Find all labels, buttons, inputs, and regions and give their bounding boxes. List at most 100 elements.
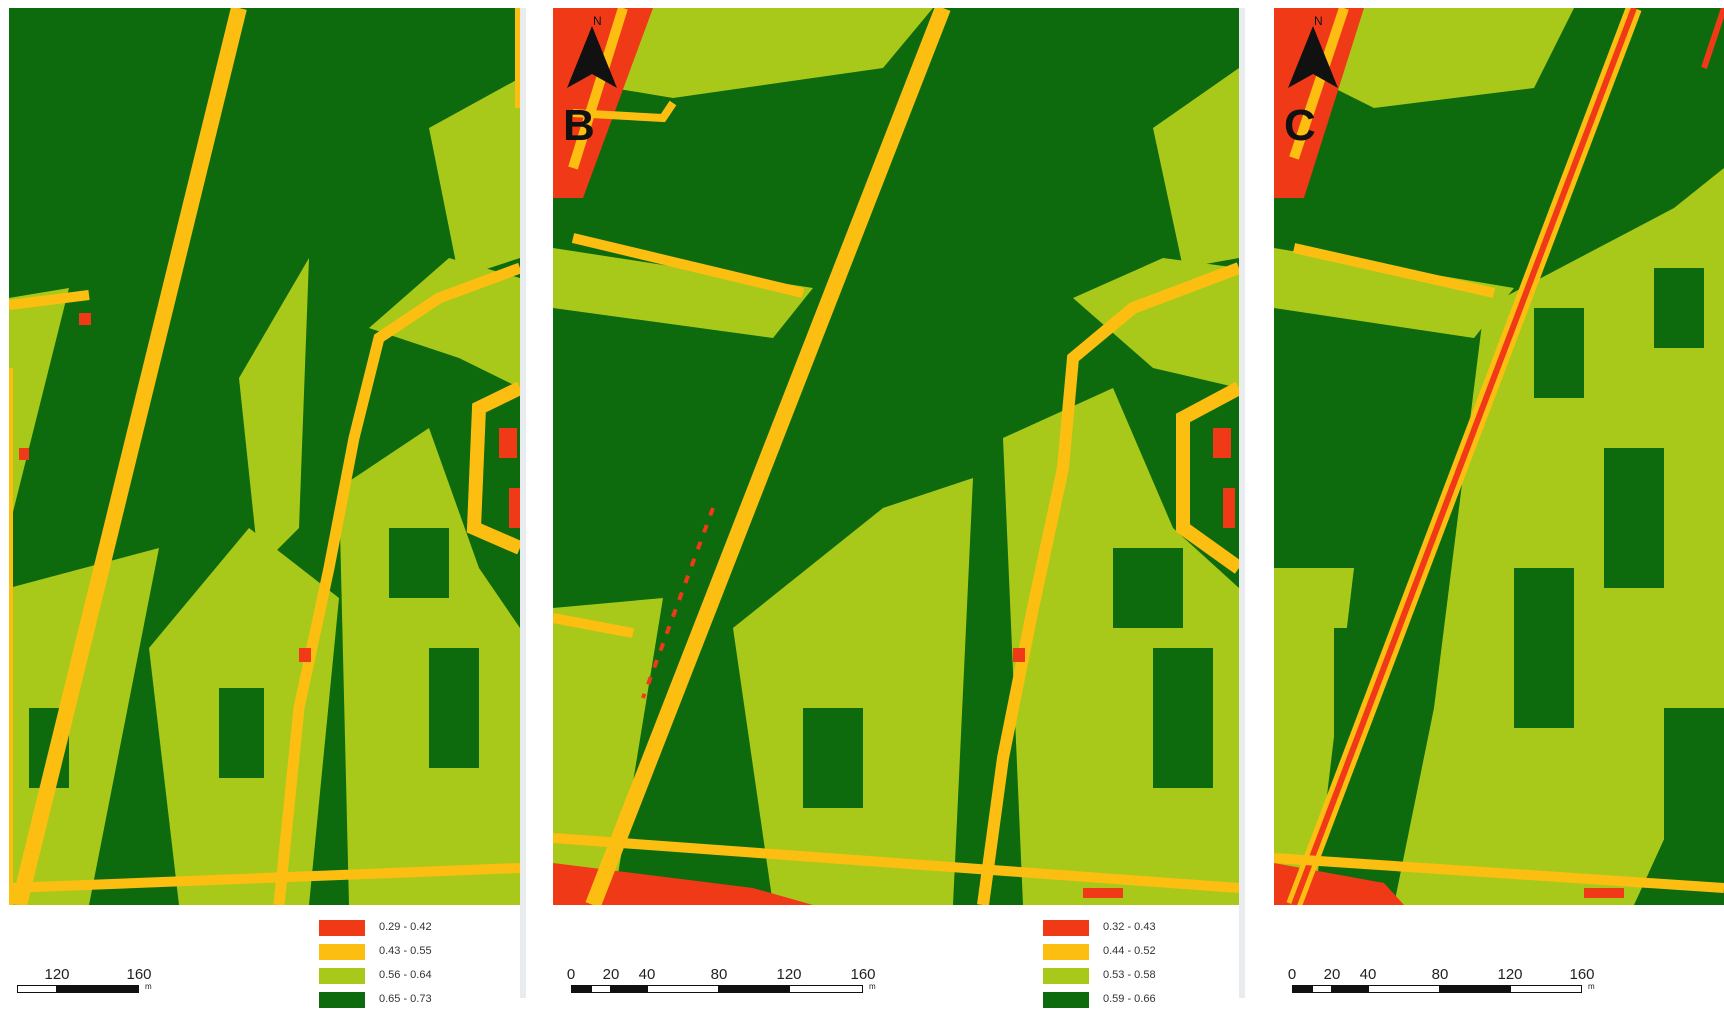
- scale-tick: 0: [1287, 966, 1297, 983]
- scale-segment: [57, 985, 139, 993]
- north-arrow: N: [567, 14, 617, 94]
- dark-green-patch: [1664, 708, 1724, 888]
- red-spot: [1584, 888, 1624, 898]
- dark-green-patch: [429, 648, 479, 768]
- road: [1289, 8, 1349, 160]
- red-spot: [1013, 648, 1025, 662]
- legend-label: 0.59 - 0.66: [1103, 993, 1156, 1005]
- map-panel-b: N B 0 20 40 80 120 160 m 0.32 - 0.43: [553, 8, 1239, 1008]
- light-green-zone: [9, 288, 69, 528]
- light-green-zone: [1153, 68, 1239, 268]
- light-green-zone: [613, 8, 933, 98]
- legend-item: 0.53 - 0.58: [1043, 966, 1203, 988]
- road: [1701, 8, 1724, 69]
- red-spot: [1213, 428, 1231, 458]
- legend-item: 0.32 - 0.43: [1043, 918, 1203, 940]
- light-green-zone: [1274, 248, 1514, 338]
- scale-tick: 20: [1323, 966, 1341, 983]
- scale-unit: m: [1588, 982, 1595, 991]
- north-arrow-icon: [567, 26, 617, 88]
- panel-label: C: [1284, 101, 1316, 150]
- road: [9, 290, 90, 310]
- road: [572, 100, 677, 123]
- panel-divider: [1239, 8, 1245, 998]
- scale-tick: 160: [1569, 966, 1595, 983]
- red-zone: [553, 863, 813, 905]
- light-green-zone: [1073, 258, 1239, 388]
- red-spot: [1223, 488, 1235, 528]
- red-spot: [79, 313, 91, 325]
- scale-unit: m: [869, 982, 876, 991]
- legend-label: 0.65 - 0.73: [379, 993, 432, 1005]
- scale-segment: [1292, 985, 1312, 993]
- scale-segment: [789, 985, 863, 993]
- legend-swatch: [319, 968, 365, 984]
- scale-tick: 0: [566, 966, 576, 983]
- scale-tick: 80: [1431, 966, 1449, 983]
- road: [571, 233, 805, 298]
- road: [1274, 853, 1724, 893]
- scale-segment: [1368, 985, 1440, 993]
- legend-label: 0.43 - 0.55: [379, 945, 432, 957]
- red-road-segment: [641, 507, 715, 699]
- light-green-zone: [553, 598, 663, 905]
- scale-segment: [611, 985, 647, 993]
- scale-tick: 40: [638, 966, 656, 983]
- road: [568, 8, 628, 170]
- legend-swatch: [1043, 968, 1089, 984]
- road: [553, 833, 1239, 893]
- scale-unit: m: [145, 982, 152, 991]
- scale-tick: 80: [710, 966, 728, 983]
- light-green-zone: [1394, 168, 1724, 905]
- legend-label: 0.44 - 0.52: [1103, 945, 1156, 957]
- legend-label: 0.53 - 0.58: [1103, 969, 1156, 981]
- road: [9, 863, 520, 893]
- light-green-zone: [239, 258, 309, 568]
- light-green-zone: [733, 478, 973, 905]
- legend-swatch: [1043, 944, 1089, 960]
- dark-green-patch: [1654, 268, 1704, 348]
- scale-segment: [719, 985, 789, 993]
- legend-item: 0.59 - 0.66: [1043, 990, 1203, 1012]
- north-letter: N: [1314, 14, 1323, 28]
- scale-segment: [571, 985, 591, 993]
- dark-green-patch: [219, 688, 264, 778]
- classified-map-a: [9, 8, 520, 905]
- legend-swatch: [1043, 920, 1089, 936]
- scale-segment: [647, 985, 719, 993]
- classified-map-b: [553, 8, 1239, 905]
- scale-tick: 120: [1497, 966, 1523, 983]
- red-spot: [499, 428, 517, 458]
- panel-divider: [520, 8, 526, 998]
- legend-item: 0.29 - 0.42: [319, 918, 479, 940]
- light-green-zone: [553, 248, 813, 338]
- legend-swatch: [319, 920, 365, 936]
- north-arrow-icon: [1288, 26, 1338, 88]
- panel-label: B: [563, 101, 595, 150]
- light-green-zone: [1334, 8, 1574, 108]
- dark-green-patch: [1534, 308, 1584, 398]
- scale-tick: 160: [126, 966, 152, 983]
- legend-label: 0.56 - 0.64: [379, 969, 432, 981]
- legend-item: 0.56 - 0.64: [319, 966, 479, 988]
- legend-item: 0.43 - 0.55: [319, 942, 479, 964]
- scale-tick: 120: [44, 966, 70, 983]
- dark-green-patch: [1113, 548, 1183, 628]
- north-arrow: N: [1288, 14, 1338, 94]
- scale-segment: [1440, 985, 1510, 993]
- scale-tick: 40: [1359, 966, 1377, 983]
- road: [1292, 243, 1496, 298]
- legend-label: 0.29 - 0.42: [379, 921, 432, 933]
- scale-tick: 120: [776, 966, 802, 983]
- map-panel-a: 120 160 m 0.29 - 0.42 0.43 - 0.55 0.56 -…: [9, 8, 520, 1008]
- legend-item: 0.44 - 0.52: [1043, 942, 1203, 964]
- scale-bar-b: 0 20 40 80 120 160 m: [567, 966, 887, 996]
- road: [585, 8, 951, 905]
- red-spot: [509, 488, 520, 528]
- scale-tick: 160: [850, 966, 876, 983]
- road: [1291, 8, 1637, 905]
- road: [273, 262, 520, 905]
- classified-map-c: [1274, 8, 1724, 905]
- legend-swatch: [319, 944, 365, 960]
- legend-item: 0.65 - 0.73: [319, 990, 479, 1012]
